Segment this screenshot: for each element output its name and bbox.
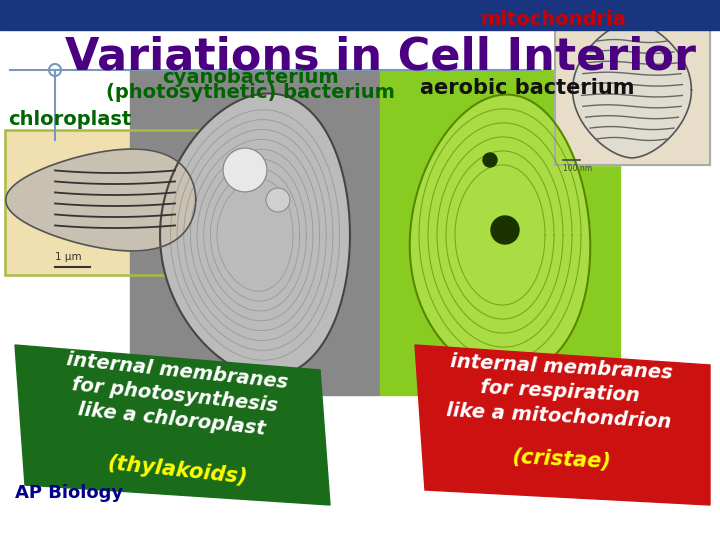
Polygon shape xyxy=(160,93,350,376)
Text: AP Biology: AP Biology xyxy=(15,484,123,502)
Bar xyxy=(555,15,710,165)
Text: (photosythetic) bacterium: (photosythetic) bacterium xyxy=(106,83,395,102)
Polygon shape xyxy=(15,345,330,505)
Text: 100 nm: 100 nm xyxy=(563,164,592,173)
Bar xyxy=(380,70,620,395)
Polygon shape xyxy=(415,345,710,505)
Text: aerobic bacterium: aerobic bacterium xyxy=(420,78,634,98)
Bar xyxy=(5,130,235,275)
Bar xyxy=(5,130,235,275)
Text: Variations in Cell Interior: Variations in Cell Interior xyxy=(65,35,696,78)
Text: (cristae): (cristae) xyxy=(511,448,611,472)
Text: (thylakoids): (thylakoids) xyxy=(106,453,248,487)
Text: chloroplast: chloroplast xyxy=(8,110,131,129)
Text: cyanobacterium: cyanobacterium xyxy=(162,68,338,87)
Polygon shape xyxy=(572,22,691,158)
Bar xyxy=(555,15,710,165)
Circle shape xyxy=(491,216,519,244)
Bar xyxy=(0,0,720,30)
Polygon shape xyxy=(410,94,590,375)
Circle shape xyxy=(483,153,497,167)
Text: internal membranes
for respiration
like a mitochondrion: internal membranes for respiration like … xyxy=(446,352,675,431)
Circle shape xyxy=(266,188,290,212)
Text: internal membranes
for photosynthesis
like a chloroplast: internal membranes for photosynthesis li… xyxy=(60,350,289,441)
Text: 1 µm: 1 µm xyxy=(55,252,81,262)
Text: mitochondria: mitochondria xyxy=(480,10,626,29)
Polygon shape xyxy=(6,149,196,251)
Bar xyxy=(130,70,380,395)
Circle shape xyxy=(223,148,267,192)
